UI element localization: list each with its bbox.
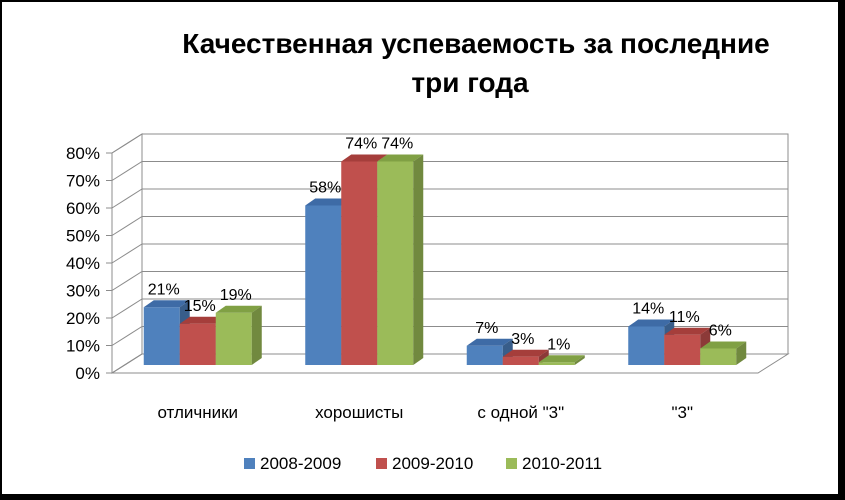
bar-front (664, 334, 701, 365)
legend-swatch (244, 458, 255, 469)
bar-top (538, 355, 585, 363)
y-tick-label: 80% (66, 144, 100, 163)
bar-top (466, 338, 513, 346)
bar-front (215, 312, 252, 365)
bar-front (502, 356, 539, 365)
data-label: 19% (220, 287, 252, 304)
y-tick-label: 50% (66, 227, 100, 246)
y-tick-label: 20% (66, 309, 100, 328)
bar-front (341, 161, 378, 365)
bar-top (143, 300, 190, 308)
bar-front (179, 323, 216, 365)
category-label: "3" (671, 403, 693, 422)
gridline (111, 216, 788, 236)
bar-side (251, 305, 262, 365)
bar-top (664, 327, 711, 335)
gridline (111, 243, 788, 264)
gridline (111, 353, 788, 374)
bar-top (377, 154, 424, 162)
bar-front (143, 307, 180, 365)
bars (143, 154, 747, 365)
bar-front (700, 348, 737, 365)
y-tick-label: 10% (66, 337, 100, 356)
data-label: 21% (148, 281, 180, 298)
data-label: 15% (184, 298, 216, 315)
data-label: 74% (381, 136, 413, 153)
data-label: 1% (547, 336, 570, 353)
legend-label: 2010-2011 (522, 454, 602, 473)
data-label: 3% (511, 331, 534, 348)
chart-title-line-1: Качественная успеваемость за последние (182, 28, 769, 59)
gridline (111, 271, 788, 291)
legend-label: 2009-2010 (392, 454, 473, 473)
bar-front (538, 362, 575, 365)
category-label: отличники (157, 403, 238, 422)
data-label: 7% (475, 320, 498, 337)
bar-front (377, 161, 414, 365)
bar-front (628, 326, 665, 365)
gridline (111, 298, 788, 319)
bar-front (466, 345, 503, 365)
y-tick-label: 60% (66, 199, 100, 218)
bar-top (628, 319, 675, 327)
gridline (111, 188, 788, 209)
legend-swatch (376, 458, 387, 469)
gridline (111, 161, 788, 181)
category-label: с одной "3" (477, 403, 564, 422)
y-tick-label: 30% (66, 282, 100, 301)
bar-side (574, 355, 585, 365)
bar-top (341, 154, 388, 162)
bar-front (305, 205, 342, 365)
legend-label: 2008-2009 (260, 454, 341, 473)
data-label: 74% (345, 136, 377, 153)
bar-side (413, 154, 424, 365)
y-tick-label: 40% (66, 254, 100, 273)
bar-top (179, 316, 226, 324)
bar-top (305, 198, 352, 206)
bar-top (215, 305, 262, 313)
bar-side (736, 341, 747, 365)
legend: 2008-2009 2009-2010 2010-2011 (244, 454, 602, 473)
data-labels: 21%15%19% 58% 74% 74% 7% 3% 1% 14% 11% 6% (148, 136, 732, 354)
category-label: хорошисты (315, 403, 403, 422)
y-axis-ticks: 0% 10% 20% 30% 40% 50% 60% 70% 80% (66, 144, 113, 383)
legend-swatch (506, 458, 517, 469)
bar-top (502, 349, 549, 357)
gridline (111, 133, 788, 154)
chart-title-line-2: три года (411, 67, 529, 98)
gridlines (111, 133, 788, 374)
bar-top (700, 341, 747, 349)
data-label: 6% (709, 323, 732, 340)
data-label: 11% (669, 309, 700, 326)
data-label: 58% (309, 180, 341, 197)
category-labels: отличники хорошисты с одной "3" "3" (157, 403, 693, 422)
y-tick-label: 70% (66, 172, 100, 191)
data-label: 14% (632, 301, 664, 318)
gridline (111, 326, 788, 346)
y-tick-label: 0% (75, 364, 100, 383)
